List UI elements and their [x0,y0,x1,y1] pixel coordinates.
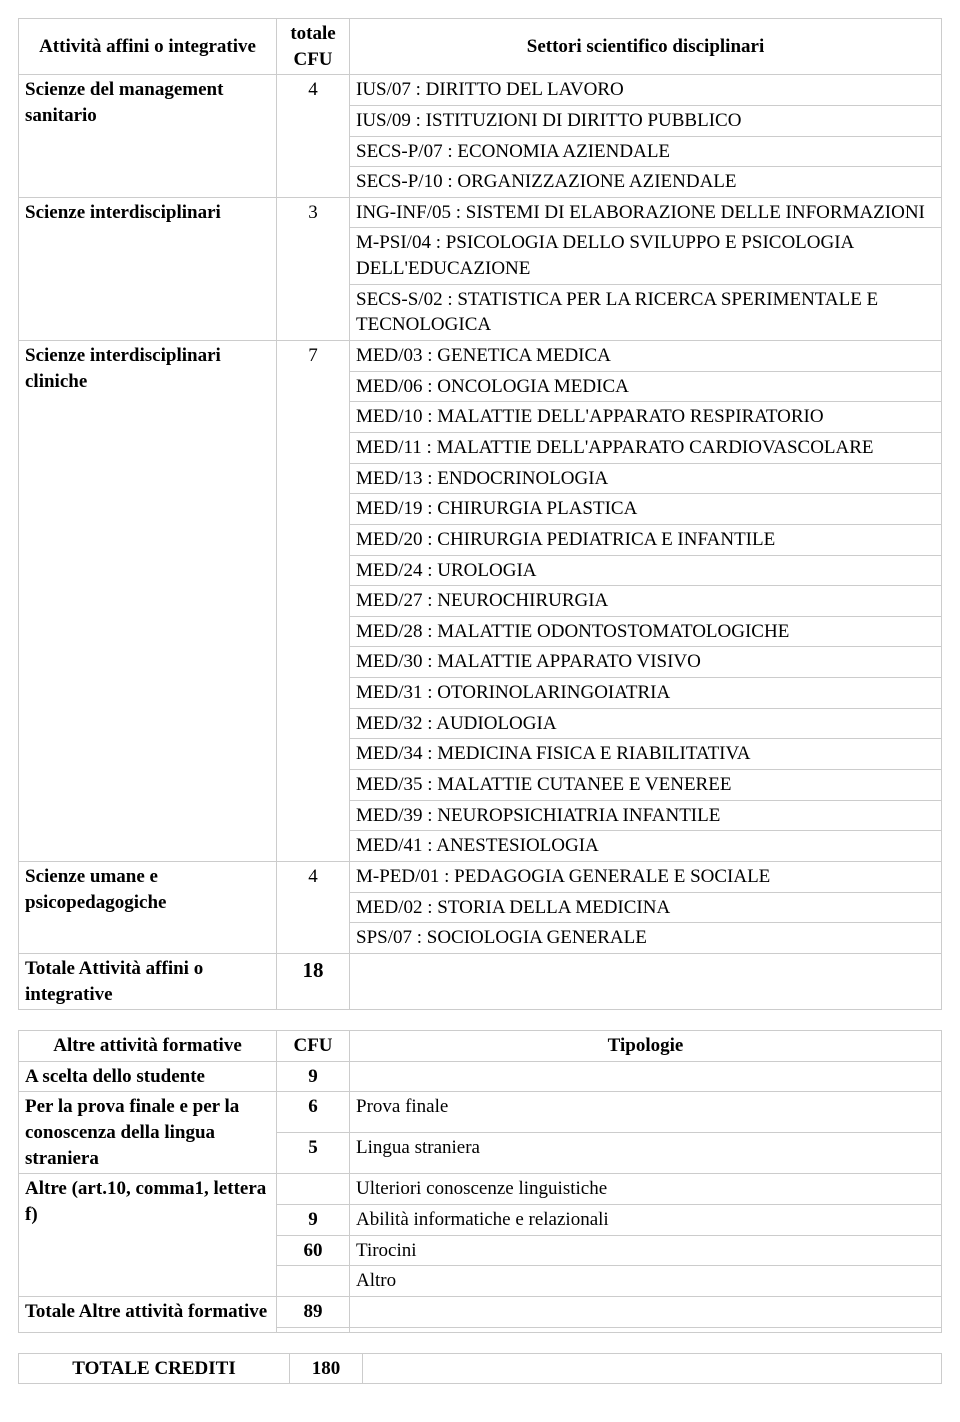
type-cell: Lingua straniera [350,1133,941,1173]
total-label: Totale Altre attività formative [19,1297,276,1332]
header-types: Tipologie [350,1031,941,1061]
total-type [350,1297,941,1327]
table-row: Altre (art.10, comma1, lettera f)Ulterio… [19,1174,941,1204]
activity-name: Per la prova finale e per la conoscenza … [19,1092,276,1173]
sector-cell: ING-INF/05 : SISTEMI DI ELABORAZIONE DEL… [350,198,941,228]
grand-total-empty [363,1354,941,1384]
activity-name: Altre (art.10, comma1, lettera f) [19,1174,276,1296]
sector-cell: MED/19 : CHIRURGIA PLASTICA [350,494,941,524]
header-activity: Altre attività formative [19,1031,276,1061]
header-cfu: totale CFU [277,19,349,74]
activity-name: Scienze interdisciplinari [19,198,276,340]
grand-total-label: TOTALE CREDITI [19,1354,289,1384]
sector-cell: MED/03 : GENETICA MEDICA [350,341,941,371]
activity-name: Scienze umane e psicopedagogiche [19,862,276,953]
sector-cell: M-PED/01 : PEDAGOGIA GENERALE E SOCIALE [350,862,941,892]
sector-cell: MED/32 : AUDIOLOGIA [350,709,941,739]
type-cell [350,1062,941,1092]
activity-cfu: 5 [277,1133,349,1173]
sector-cell: MED/13 : ENDOCRINOLOGIA [350,464,941,494]
sector-cell: IUS/07 : DIRITTO DEL LAVORO [350,75,941,105]
sector-cell: MED/41 : ANESTESIOLOGIA [350,831,941,861]
sector-cell: SECS-S/02 : STATISTICA PER LA RICERCA SP… [350,285,941,340]
sector-cell: SECS-P/07 : ECONOMIA AZIENDALE [350,137,941,167]
sector-cell: MED/31 : OTORINOLARINGOIATRIA [350,678,941,708]
sector-cell: MED/35 : MALATTIE CUTANEE E VENEREE [350,770,941,800]
table-row: Scienze del management sanitario4IUS/07 … [19,75,941,105]
total-empty [350,954,941,1009]
total-cfu [277,1328,349,1332]
header-sectors: Settori scientifico disciplinari [350,19,941,74]
sector-cell: MED/39 : NEUROPSICHIATRIA INFANTILE [350,801,941,831]
activity-cfu: 4 [277,862,349,953]
sector-cell: MED/11 : MALATTIE DELL'APPARATO CARDIOVA… [350,433,941,463]
sector-cell: IUS/09 : ISTITUZIONI DI DIRITTO PUBBLICO [350,106,941,136]
table-header-row: Attività affini o integrative totale CFU… [19,19,941,74]
table-row: Per la prova finale e per la conoscenza … [19,1092,941,1132]
total-cfu: 18 [277,954,349,1009]
table-row: Scienze interdisciplinari3ING-INF/05 : S… [19,198,941,228]
sector-cell: MED/20 : CHIRURGIA PEDIATRICA E INFANTIL… [350,525,941,555]
other-activities-table: Altre attività formative CFU Tipologie A… [18,1030,942,1332]
activity-cfu: 9 [277,1205,349,1235]
grand-total-table: TOTALE CREDITI 180 [18,1353,942,1385]
total-row: Totale Attività affini o integrative 18 [19,954,941,1009]
grand-total-row: TOTALE CREDITI 180 [19,1354,941,1384]
activity-name: Scienze del management sanitario [19,75,276,197]
sector-cell: MED/34 : MEDICINA FISICA E RIABILITATIVA [350,739,941,769]
total-cfu: 89 [277,1297,349,1327]
sector-cell: M-PSI/04 : PSICOLOGIA DELLO SVILUPPO E P… [350,228,941,283]
total-label: Totale Attività affini o integrative [19,954,276,1009]
grand-total-cfu: 180 [290,1354,362,1384]
activity-cfu: 9 [277,1062,349,1092]
table-row: Scienze interdisciplinari cliniche7MED/0… [19,341,941,371]
sector-cell: MED/10 : MALATTIE DELL'APPARATO RESPIRAT… [350,402,941,432]
main-activities-table: Attività affini o integrative totale CFU… [18,18,942,1010]
type-cell: Tirocini [350,1236,941,1266]
sector-cell: MED/02 : STORIA DELLA MEDICINA [350,893,941,923]
activity-cfu [277,1174,349,1204]
sector-cell: SECS-P/10 : ORGANIZZAZIONE AZIENDALE [350,167,941,197]
total-row: Totale Altre attività formative89 [19,1297,941,1327]
sector-cell: MED/28 : MALATTIE ODONTOSTOMATOLOGICHE [350,617,941,647]
activity-cfu: 3 [277,198,349,340]
sector-cell: MED/06 : ONCOLOGIA MEDICA [350,372,941,402]
activity-name: A scelta dello studente [19,1062,276,1092]
type-cell: Abilità informatiche e relazionali [350,1205,941,1235]
header-activity: Attività affini o integrative [19,19,276,74]
table-header-row: Altre attività formative CFU Tipologie [19,1031,941,1061]
activity-cfu [277,1266,349,1296]
sector-cell: SPS/07 : SOCIOLOGIA GENERALE [350,923,941,953]
activity-name: Scienze interdisciplinari cliniche [19,341,276,861]
activity-cfu: 7 [277,341,349,861]
header-cfu: CFU [277,1031,349,1061]
table-row: Scienze umane e psicopedagogiche4M-PED/0… [19,862,941,892]
total-type [350,1328,941,1332]
sector-cell: MED/27 : NEUROCHIRURGIA [350,586,941,616]
sector-cell: MED/30 : MALATTIE APPARATO VISIVO [350,647,941,677]
type-cell: Altro [350,1266,941,1296]
activity-cfu: 4 [277,75,349,197]
sector-cell: MED/24 : UROLOGIA [350,556,941,586]
activity-cfu: 60 [277,1236,349,1266]
type-cell: Prova finale [350,1092,941,1132]
activity-cfu: 6 [277,1092,349,1132]
type-cell: Ulteriori conoscenze linguistiche [350,1174,941,1204]
table-row: A scelta dello studente9 [19,1062,941,1092]
